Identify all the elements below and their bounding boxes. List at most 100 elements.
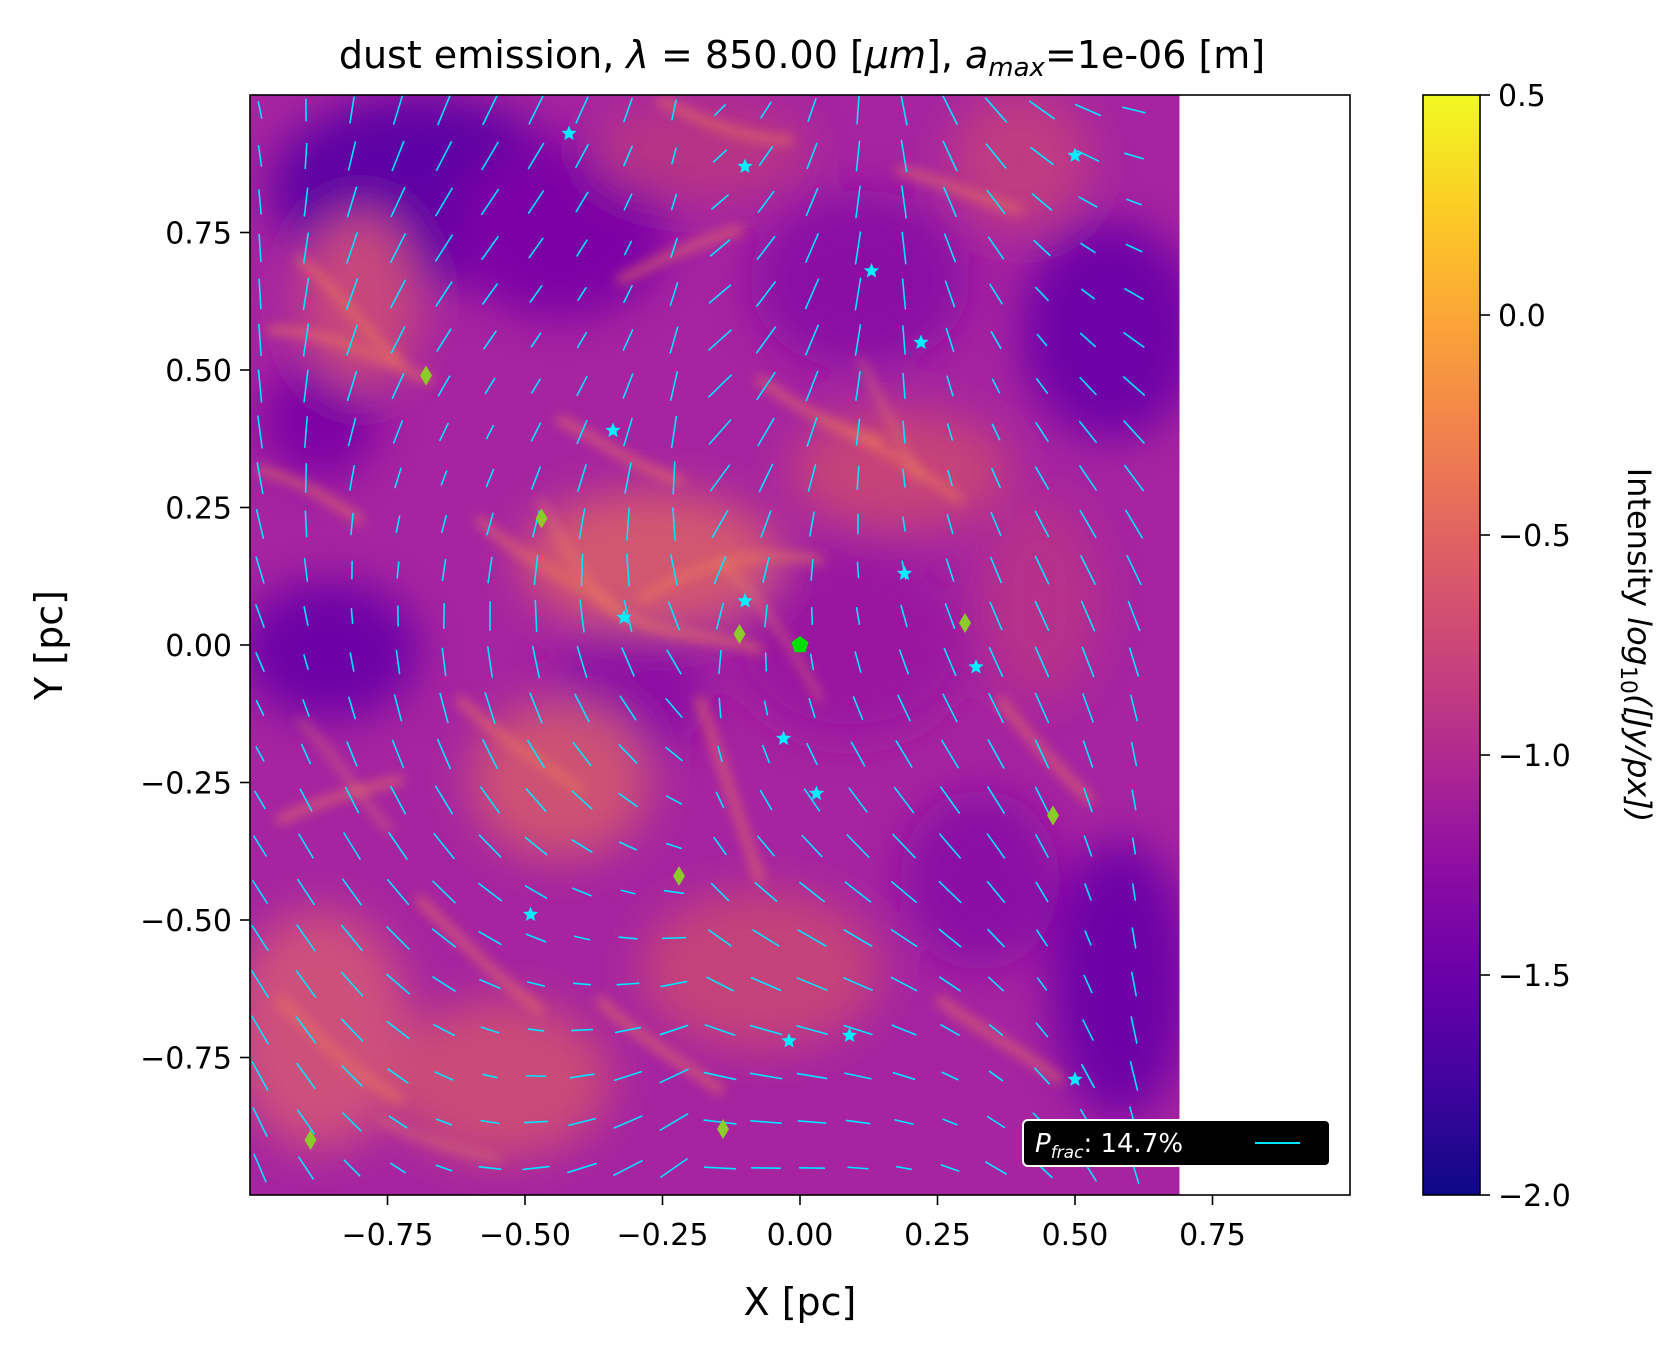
polarization-vector [902, 325, 906, 355]
polarization-vector [302, 323, 310, 357]
polarization-vector [670, 237, 678, 259]
polarization-vector [709, 239, 731, 257]
polarization-vector [529, 285, 543, 303]
colorbar-tick-label: −1.5 [1498, 959, 1571, 994]
polarization-vector [810, 606, 814, 626]
polarization-vector [388, 1115, 408, 1129]
polarization-vector [892, 833, 916, 859]
polarization-vector [1126, 554, 1142, 586]
colorbar-label-prefix: Intensity [1620, 468, 1658, 617]
polarization-vector [985, 143, 1007, 169]
polarization-vector [1076, 150, 1100, 162]
colorbar-tick-label: −2.0 [1498, 1179, 1571, 1214]
polarization-vector [478, 882, 502, 902]
polarization-vector [854, 277, 862, 311]
polarization-vector [715, 602, 725, 630]
polarization-vector [340, 1018, 364, 1042]
polarization-vector [756, 235, 776, 261]
polarization-vector [764, 604, 768, 628]
polarization-vector [391, 373, 405, 399]
x-tick-label: −0.50 [479, 1218, 571, 1253]
polarization-vector [394, 467, 402, 489]
polarization-vector [623, 284, 633, 304]
legend-text: Pfrac: 14.7% [1035, 1129, 1183, 1163]
polarization-vector [432, 880, 456, 904]
polarization-vector [803, 788, 821, 812]
polarization-vector [945, 327, 955, 353]
polarization-vector [760, 510, 772, 538]
polarization-vector [672, 507, 676, 541]
polarization-vector [619, 841, 637, 851]
polarization-vector [708, 419, 732, 445]
polarization-vector [941, 739, 959, 769]
polarization-vector [573, 935, 591, 941]
polarization-vector [621, 647, 635, 677]
polarization-vector [896, 1165, 912, 1171]
polarization-vector [341, 924, 363, 952]
polarization-vector [434, 1071, 454, 1081]
polarization-vector [898, 649, 910, 675]
polarization-vector [576, 239, 588, 257]
polarization-vector [945, 558, 955, 582]
polarization-vector [257, 415, 263, 449]
polarization-vector [669, 371, 679, 401]
polarization-vector [258, 323, 262, 357]
polarization-vector [434, 785, 454, 815]
polarization-vector [987, 786, 1005, 814]
title-unit: μm [864, 33, 926, 77]
polarization-vector [571, 839, 593, 853]
polarization-vector [346, 324, 358, 356]
polarization-vector [296, 924, 316, 952]
polarization-vector [806, 742, 818, 766]
polarization-vector [844, 1072, 872, 1080]
polarization-vector [855, 606, 861, 626]
polarization-vector [1030, 146, 1054, 166]
polarization-vector [389, 233, 407, 263]
polarization-vector [805, 187, 819, 217]
colorbar-gradient [1422, 94, 1481, 1196]
polarization-vector [531, 378, 541, 394]
polarization-vector [891, 1024, 917, 1036]
polarization-vector [528, 237, 544, 259]
polarization-vector [711, 509, 729, 539]
polarization-vector [671, 99, 677, 121]
polarization-vector [892, 1071, 916, 1081]
polarization-vector [1079, 332, 1097, 348]
polarization-vector [341, 1065, 363, 1087]
polarization-vector [855, 185, 861, 219]
polarization-vector [569, 1073, 595, 1079]
polarization-vector [478, 834, 502, 858]
polarization-vector [797, 1120, 827, 1124]
polarization-vector [987, 236, 1005, 260]
polarization-vector [712, 149, 728, 163]
diamond-marker [717, 1119, 729, 1139]
polarization-vector [797, 929, 827, 947]
polarization-vector [665, 698, 683, 718]
polarization-vector [1078, 420, 1098, 444]
polarization-vector [856, 465, 860, 491]
polarization-vector [750, 1120, 782, 1124]
polarization-vector [669, 326, 679, 354]
title-lambda: λ [624, 33, 649, 77]
star-marker [1067, 147, 1083, 162]
polarization-vector [1083, 787, 1093, 813]
polarization-vector [757, 417, 775, 447]
polarization-vector [482, 95, 498, 126]
polarization-vector [1123, 420, 1145, 444]
star-marker [863, 263, 880, 278]
polarization-vector [575, 96, 589, 124]
polarization-vector [527, 739, 545, 769]
polarization-vector [568, 1117, 596, 1127]
colorbar-tick-label: −1.0 [1498, 739, 1571, 774]
polarization-vector [940, 1024, 960, 1036]
polarization-vector [666, 649, 682, 675]
polarization-vector [939, 786, 961, 814]
polarization-vector [390, 1162, 406, 1174]
polarization-vector [622, 329, 634, 351]
polarization-vector [805, 233, 819, 263]
polarization-vector [710, 882, 730, 902]
polarization-vector [1034, 600, 1050, 632]
polarization-vector [938, 880, 962, 904]
polarization-vector [757, 190, 775, 214]
polarization-vector [946, 513, 954, 535]
